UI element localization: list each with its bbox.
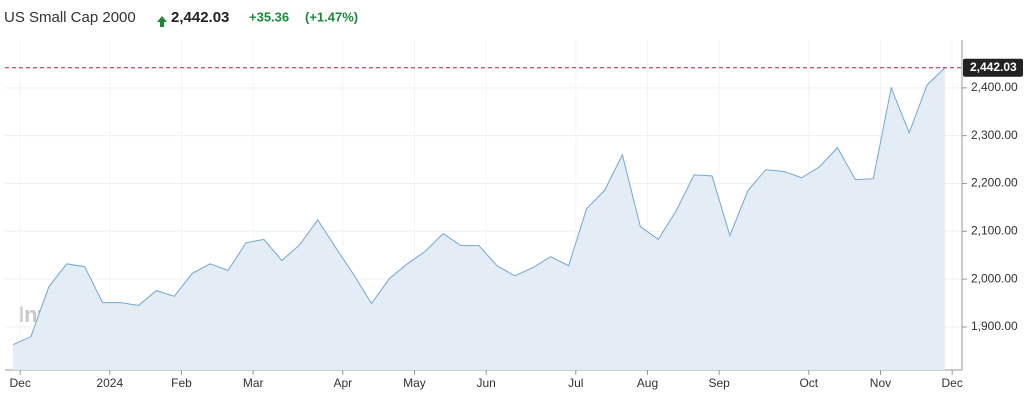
line [12, 67, 946, 346]
change-pct: (+1.47%) [305, 9, 358, 24]
y-tick-label: 2,200.00 [971, 176, 1018, 190]
y-tick-label: 2,400.00 [971, 80, 1018, 94]
change: +35.36 [249, 9, 289, 24]
x-tick-label: Jun [476, 376, 495, 390]
y-tick-label: 2,000.00 [971, 271, 1018, 285]
x-tick-label: Dec [9, 376, 30, 390]
x-tick-label: Dec [941, 376, 962, 390]
x-tick-label: Sep [708, 376, 730, 390]
x-tick-label: Nov [870, 376, 891, 390]
x-tick-label: Aug [637, 376, 658, 390]
area-fill [13, 67, 945, 370]
x-tick-label: Apr [333, 376, 352, 390]
x-tick-label: Feb [171, 376, 192, 390]
x-tick-label: 2024 [96, 376, 123, 390]
x-tick-label: Mar [243, 376, 264, 390]
current-price-label: 2,442.03 [970, 60, 1017, 74]
up-arrow [157, 16, 167, 27]
title: US Small Cap 2000 [4, 9, 136, 26]
x-tick-label: Jul [568, 376, 583, 390]
y-tick-label: 1,900.00 [971, 319, 1018, 333]
x-tick-label: May [403, 376, 426, 390]
x-tick-label: Oct [799, 376, 818, 390]
y-tick-label: 2,300.00 [971, 128, 1018, 142]
y-tick-label: 2,100.00 [971, 223, 1018, 237]
price: 2,442.03 [171, 9, 229, 26]
current-price-tag [963, 58, 1023, 77]
